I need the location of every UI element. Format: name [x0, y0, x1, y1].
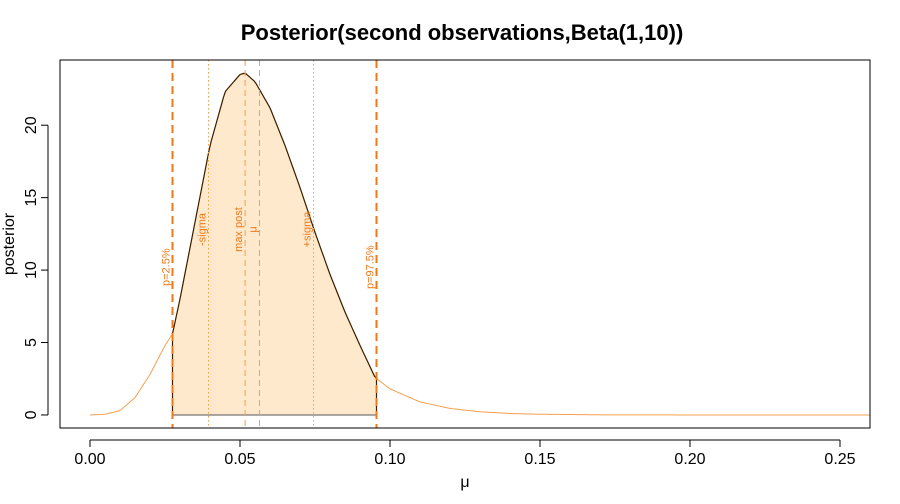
x-tick-label-3: 0.15	[524, 451, 555, 468]
axes: 0.00 0.05 0.10 0.15 0.20 0.25 0 5 10 15 20	[23, 116, 856, 468]
y-tick-label-2: 10	[23, 261, 40, 279]
x-tick-label-1: 0.05	[224, 451, 255, 468]
plot-frame	[59, 59, 871, 429]
annotation-label-4: +sigma	[302, 211, 314, 248]
x-tick-label-0: 0.00	[74, 451, 105, 468]
annotation-label-5: p=97.5%	[365, 245, 377, 289]
y-axis-label: posterior	[1, 212, 18, 275]
chart-title: Posterior(second observations,Beta(1,10)…	[241, 20, 684, 45]
credible-region-fill	[172, 73, 377, 415]
y-tick-label-4: 20	[23, 116, 40, 134]
annotation-label-1: -sigma	[197, 212, 209, 246]
annotation-label-3: μ	[248, 226, 260, 232]
plot-area: p=2.5% -sigma max post μ +sigma p=97.5%	[89, 60, 870, 428]
x-tick-label-4: 0.20	[674, 451, 705, 468]
y-tick-label-1: 5	[23, 338, 40, 347]
x-axis-label: μ	[460, 474, 469, 491]
y-tick-label-3: 15	[23, 189, 40, 207]
annotation-label-0: p=2.5%	[161, 248, 173, 286]
y-tick-label-0: 0	[23, 410, 40, 419]
credible-region-outline	[171, 72, 378, 415]
annotation-label-2: max post	[233, 207, 245, 252]
x-tick-label-5: 0.25	[824, 451, 855, 468]
x-tick-label-2: 0.10	[374, 451, 405, 468]
